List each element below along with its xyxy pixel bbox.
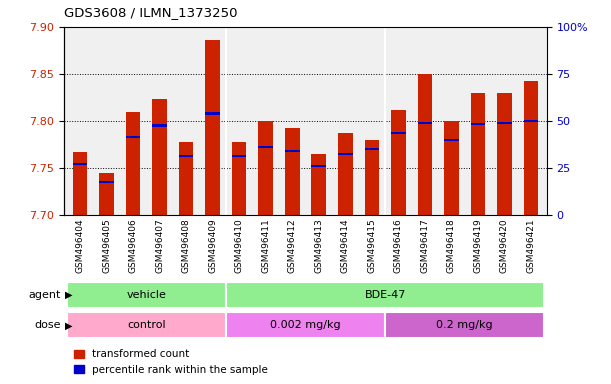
Bar [285,127,299,215]
Bar [497,122,511,124]
Text: BDE-47: BDE-47 [364,290,406,300]
Bar [444,121,459,215]
Text: GDS3608 / ILMN_1373250: GDS3608 / ILMN_1373250 [64,7,238,19]
Bar [179,155,194,157]
Text: GSM496413: GSM496413 [314,218,323,273]
Text: GSM496418: GSM496418 [447,218,456,273]
Text: GSM496408: GSM496408 [181,218,191,273]
Text: GSM496405: GSM496405 [102,218,111,273]
Text: GSM496407: GSM496407 [155,218,164,273]
Bar [67,313,226,338]
Text: ▶: ▶ [65,320,73,331]
Bar [73,163,87,166]
Text: GSM496412: GSM496412 [288,218,297,273]
Text: dose: dose [35,320,61,331]
Bar [205,112,220,114]
Text: GSM496406: GSM496406 [128,218,137,273]
Bar [312,165,326,167]
Bar [285,150,299,152]
Bar [497,93,511,215]
Text: GSM496409: GSM496409 [208,218,217,273]
Text: agent: agent [29,290,61,300]
Text: GSM496419: GSM496419 [474,218,483,273]
Bar [365,148,379,151]
Text: GSM496404: GSM496404 [76,218,84,273]
Bar [152,99,167,215]
Text: GSM496414: GSM496414 [341,218,349,273]
Bar [312,154,326,215]
Bar [152,124,167,127]
Bar [126,111,141,215]
Text: GSM496417: GSM496417 [420,218,430,273]
Bar [179,142,194,215]
Bar [226,313,385,338]
Text: 0.2 mg/kg: 0.2 mg/kg [436,320,493,331]
Bar [391,132,406,134]
Text: GSM496416: GSM496416 [394,218,403,273]
Bar [232,142,246,215]
Text: 0.002 mg/kg: 0.002 mg/kg [270,320,341,331]
Bar [444,139,459,141]
Legend: transformed count, percentile rank within the sample: transformed count, percentile rank withi… [70,345,273,379]
Bar [126,136,141,138]
Bar [524,120,538,122]
Bar [417,74,432,215]
Text: ▶: ▶ [65,290,73,300]
Bar [67,282,226,308]
Bar [338,153,353,155]
Bar [365,140,379,215]
Bar [258,146,273,149]
Bar [226,282,544,308]
Bar [470,93,485,215]
Text: control: control [127,320,166,331]
Bar [470,122,485,125]
Bar [100,173,114,215]
Text: GSM496421: GSM496421 [527,218,535,273]
Bar [232,155,246,157]
Bar [73,152,87,215]
Bar [524,81,538,215]
Bar [258,121,273,215]
Bar [417,122,432,124]
Text: GSM496415: GSM496415 [367,218,376,273]
Text: GSM496411: GSM496411 [262,218,270,273]
Bar [391,110,406,215]
Bar [338,133,353,215]
Text: GSM496420: GSM496420 [500,218,509,273]
Bar [205,40,220,215]
Text: vehicle: vehicle [126,290,166,300]
Bar [100,181,114,183]
Bar [385,313,544,338]
Text: GSM496410: GSM496410 [235,218,244,273]
